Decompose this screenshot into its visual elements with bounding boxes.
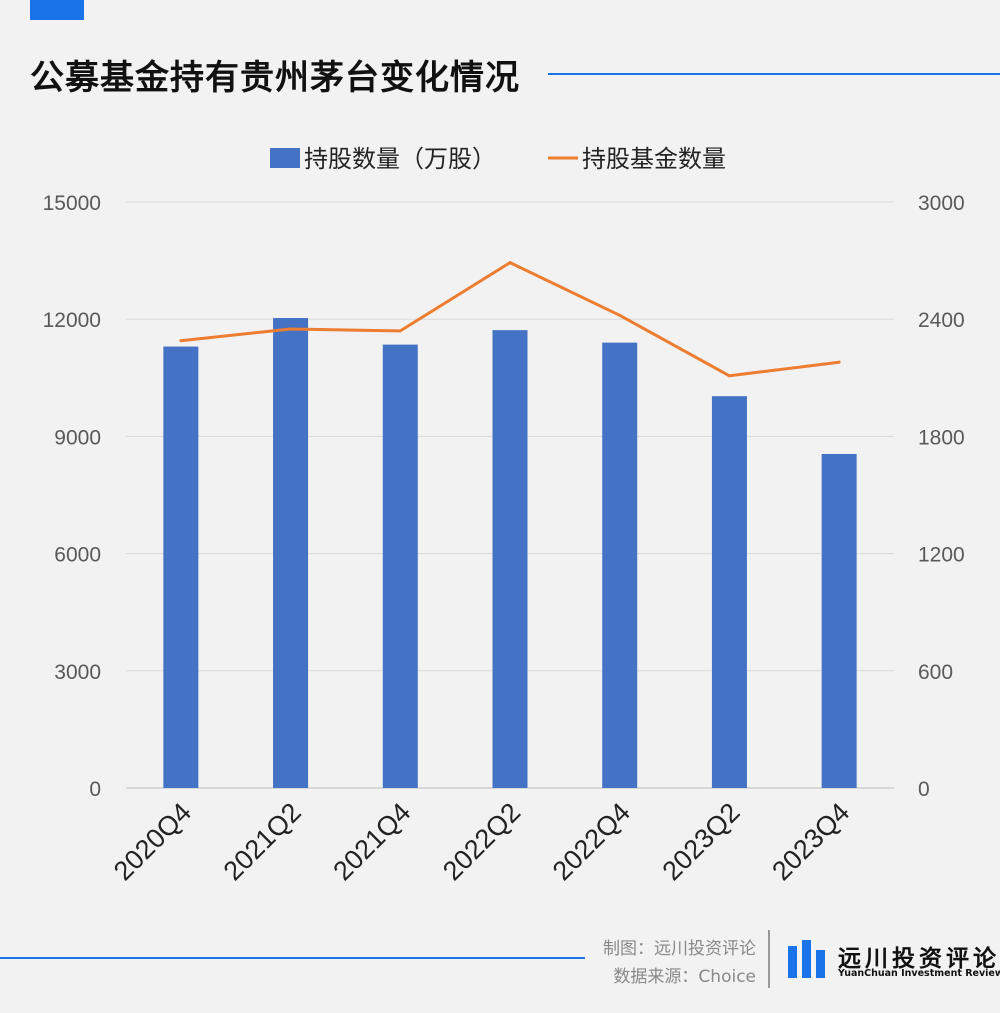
brand-name-en: YuanChuan Investment Review [838,968,1000,979]
bar [273,318,309,788]
x-tick-label: 2023Q2 [657,797,746,886]
y-right-tick-label: 1200 [918,544,965,567]
credit-made-by: 制图：远川投资评论 [603,939,756,959]
bar [711,396,747,788]
y-right-tick-label: 2400 [918,309,965,332]
brand-name: 远川投资评论 [838,946,1000,972]
footer-divider [768,930,770,988]
credit-source: 数据来源：Choice [613,967,756,987]
line-point [179,339,183,343]
line-series [179,261,841,378]
x-tick-label: 2021Q4 [327,797,416,886]
y-right-tick-label: 600 [918,661,953,684]
bar [382,344,418,788]
x-tick-label: 2022Q2 [437,797,526,886]
x-tick-label: 2023Q4 [766,797,855,886]
line-point [289,327,293,331]
brand-logo-icon [788,940,825,978]
y-left-tick-label: 15000 [43,192,101,215]
y-left-tick-label: 0 [89,778,101,801]
y-axis-right: 0 600 1200 1800 2400 3000 [918,192,965,801]
x-axis-labels: 2020Q4 2021Q2 2021Q4 2022Q2 2022Q4 2023Q2 2023… [108,797,855,886]
line-point [727,374,731,378]
y-left-tick-label: 6000 [54,544,101,567]
y-left-tick-label: 12000 [43,309,101,332]
y-left-tick-label: 9000 [54,426,101,449]
corner-accent-block [30,0,84,20]
legend-label-bar: 持股数量（万股） [304,146,496,173]
footer-rule [0,957,585,959]
page-title: 公募基金持有贵州茅台变化情况 [30,58,520,98]
x-tick-label: 2022Q4 [547,797,636,886]
x-tick-label: 2021Q2 [218,797,307,886]
legend-swatch-bar [270,148,300,168]
line-point [618,313,622,317]
line-point [837,360,841,364]
bar [492,330,528,788]
x-tick-label: 2020Q4 [108,797,197,886]
bar [163,346,199,788]
title-rule [548,73,1000,75]
y-right-tick-label: 1800 [918,426,965,449]
bar [602,342,638,788]
y-right-tick-label: 3000 [918,192,965,215]
line-point [398,329,402,333]
bar-series [163,318,857,788]
y-right-tick-label: 0 [918,778,930,801]
y-axis-left: 0 3000 6000 9000 12000 15000 [43,192,101,801]
legend: 持股数量（万股） 持股基金数量 [270,146,726,173]
legend-label-line: 持股基金数量 [582,146,726,173]
bar [821,453,857,788]
y-left-tick-label: 3000 [54,661,101,684]
line-point [508,261,512,265]
